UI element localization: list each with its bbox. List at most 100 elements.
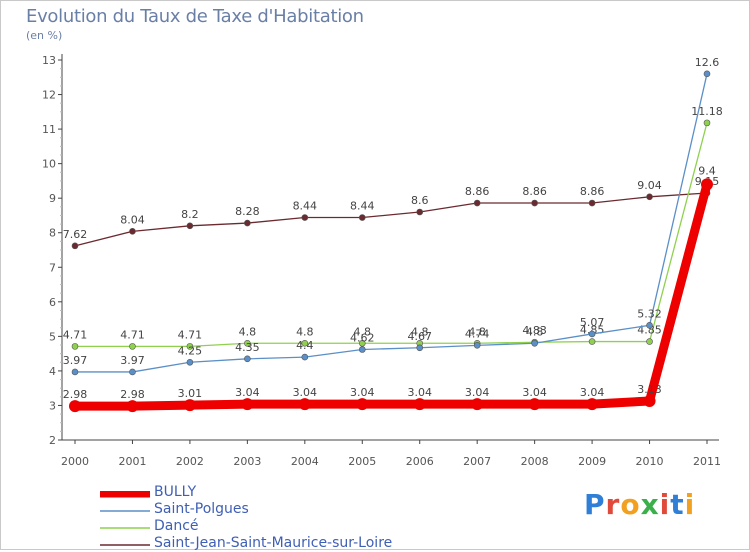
legend-label-bully: BULLY bbox=[154, 484, 197, 500]
data-point bbox=[531, 339, 538, 347]
data-label: 8.44 bbox=[293, 200, 318, 213]
data-point bbox=[244, 339, 251, 347]
x-tick-label: 2002 bbox=[176, 455, 204, 468]
data-label: 9.04 bbox=[637, 179, 662, 192]
y-tick-label: 7 bbox=[49, 261, 56, 274]
data-point bbox=[416, 344, 424, 352]
x-tick-label: 2008 bbox=[521, 455, 549, 468]
data-label: 11.18 bbox=[691, 105, 723, 118]
data-label: 3.97 bbox=[63, 354, 88, 367]
data-label: 8.28 bbox=[235, 205, 260, 218]
data-point bbox=[588, 199, 596, 207]
data-point bbox=[358, 214, 366, 221]
legend-label-saint-polgues: Saint-Polgues bbox=[154, 501, 249, 517]
data-point bbox=[701, 178, 713, 191]
y-tick-label: 11 bbox=[42, 123, 56, 136]
data-label: 3.04 bbox=[580, 386, 605, 399]
data-label: 4.71 bbox=[120, 328, 145, 341]
legend-item-saint-polgues: Saint-Polgues bbox=[100, 501, 420, 518]
legend-item-saint-jean: Saint-Jean-Saint-Maurice-sur-Loire bbox=[100, 535, 420, 552]
data-label: 3.04 bbox=[350, 386, 375, 399]
y-tick-label: 2 bbox=[49, 434, 56, 447]
data-point bbox=[588, 330, 596, 338]
data-point bbox=[646, 338, 653, 345]
data-point bbox=[531, 199, 538, 207]
data-label: 8.2 bbox=[181, 208, 199, 221]
data-label: 8.86 bbox=[465, 185, 490, 198]
data-point bbox=[129, 343, 136, 350]
legend-label-saint-jean: Saint-Jean-Saint-Maurice-sur-Loire bbox=[154, 535, 393, 551]
data-point bbox=[588, 338, 596, 345]
data-point bbox=[298, 398, 311, 411]
data-point bbox=[473, 342, 481, 349]
data-point bbox=[471, 398, 484, 411]
data-label: 2.98 bbox=[120, 388, 145, 401]
data-label: 4.8 bbox=[526, 325, 544, 338]
series-line-2 bbox=[74, 73, 708, 373]
x-tick-label: 2000 bbox=[61, 455, 89, 468]
data-point bbox=[126, 400, 139, 413]
data-point bbox=[183, 399, 196, 412]
y-tick-label: 12 bbox=[42, 89, 56, 102]
data-label: 12.6 bbox=[695, 56, 720, 69]
x-tick-label: 2009 bbox=[578, 455, 606, 468]
legend-swatch-saint-polgues bbox=[100, 510, 150, 512]
legend-swatch-dance bbox=[100, 527, 150, 529]
data-point bbox=[473, 199, 481, 207]
chart-subtitle: (en %) bbox=[26, 29, 63, 42]
y-tick-label: 6 bbox=[49, 296, 56, 309]
data-point bbox=[413, 398, 426, 411]
y-tick-label: 3 bbox=[49, 399, 56, 412]
data-point bbox=[244, 355, 251, 363]
data-point bbox=[186, 343, 194, 350]
y-tick-label: 4 bbox=[49, 365, 56, 378]
data-point bbox=[586, 398, 599, 411]
data-point bbox=[71, 242, 79, 250]
data-point bbox=[186, 222, 194, 230]
y-tick-label: 13 bbox=[42, 54, 56, 67]
legend-item-dance: Dancé bbox=[100, 518, 420, 535]
data-label: 4.67 bbox=[407, 330, 432, 343]
data-point bbox=[301, 214, 309, 221]
data-point bbox=[356, 398, 369, 411]
data-label: 4.71 bbox=[178, 328, 203, 341]
data-label: 4.83 bbox=[522, 324, 547, 337]
series-line-3 bbox=[70, 179, 712, 411]
x-tick-label: 2010 bbox=[636, 455, 664, 468]
data-point bbox=[69, 400, 81, 413]
legend-swatch-bully bbox=[100, 491, 150, 498]
data-label: 4.8 bbox=[296, 325, 314, 338]
data-label: 3.04 bbox=[522, 386, 547, 399]
data-label: 7.62 bbox=[63, 228, 88, 241]
data-point bbox=[129, 368, 136, 376]
legend-label-dance: Dancé bbox=[154, 518, 199, 534]
legend-item-bully: BULLY bbox=[100, 484, 420, 501]
y-tick-label: 8 bbox=[49, 227, 56, 240]
data-label: 8.44 bbox=[350, 200, 375, 213]
x-tick-label: 2007 bbox=[463, 455, 491, 468]
proxiti-logo: Proxiti bbox=[584, 488, 696, 521]
data-label: 4.8 bbox=[411, 325, 429, 338]
data-label: 8.04 bbox=[120, 213, 145, 226]
data-point bbox=[528, 398, 541, 411]
data-label: 3.01 bbox=[178, 387, 203, 400]
data-label: 4.8 bbox=[239, 325, 257, 338]
data-label: 4.35 bbox=[235, 341, 260, 354]
data-point bbox=[646, 322, 653, 329]
x-tick-label: 2005 bbox=[348, 455, 376, 468]
data-point bbox=[358, 346, 366, 353]
data-label: 5.32 bbox=[637, 307, 662, 320]
data-label: 8.86 bbox=[580, 185, 605, 198]
series-line-0 bbox=[74, 192, 708, 247]
data-label: 3.04 bbox=[465, 386, 490, 399]
chart-legend: BULLY Saint-Polgues Dancé Saint-Jean-Sai… bbox=[100, 484, 420, 552]
data-label: 3.97 bbox=[120, 354, 145, 367]
data-label: 8.86 bbox=[522, 185, 547, 198]
data-point bbox=[416, 208, 424, 216]
data-point bbox=[703, 70, 711, 78]
x-tick-label: 2006 bbox=[406, 455, 434, 468]
x-tick-label: 2004 bbox=[291, 455, 319, 468]
data-label: 9.4 bbox=[698, 164, 716, 177]
data-label: 3.13 bbox=[637, 383, 662, 396]
